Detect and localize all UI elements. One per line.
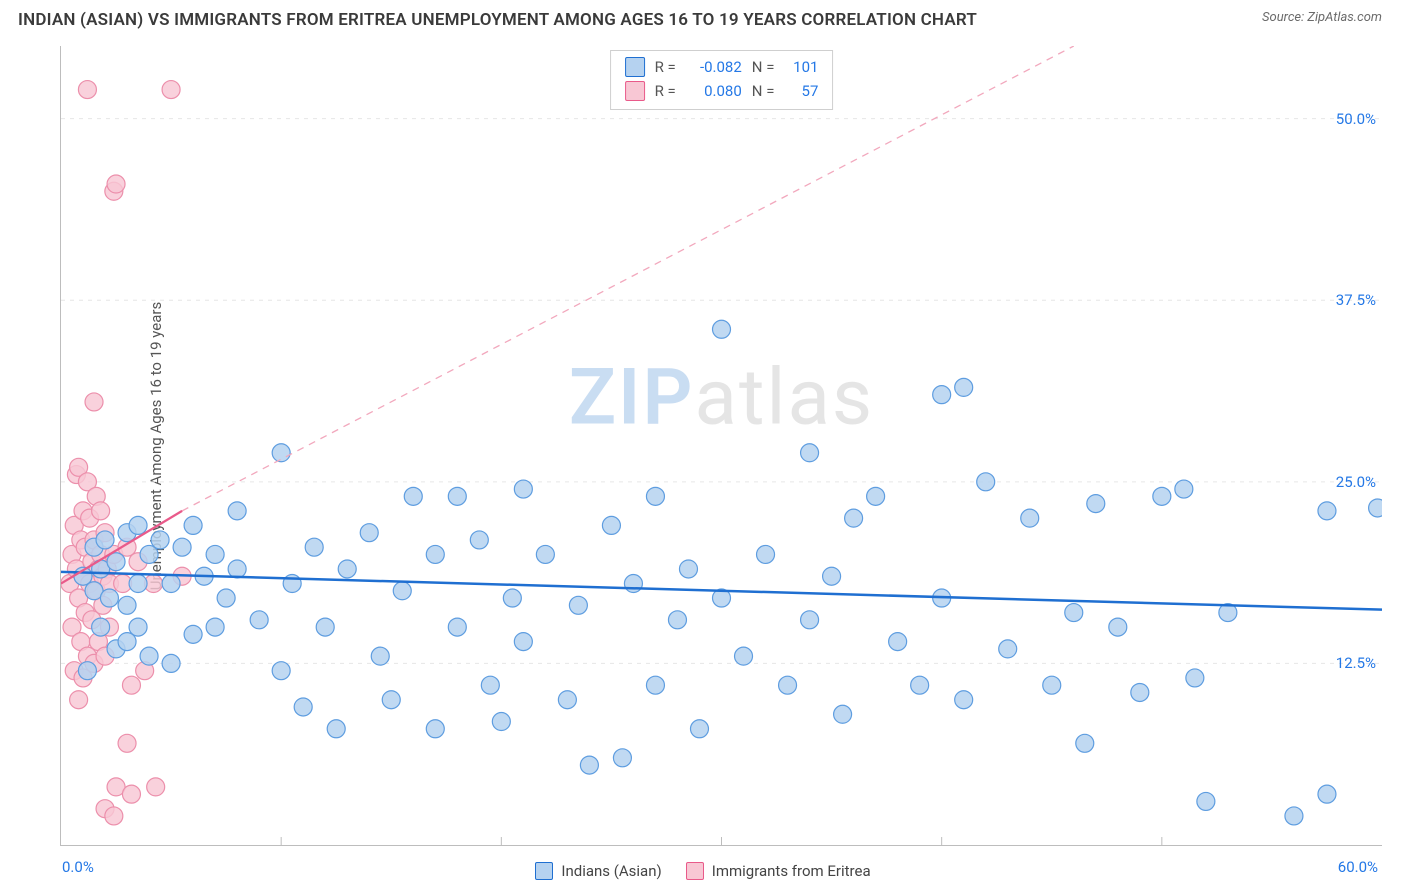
- bottom-legend: Indians (Asian) Immigrants from Eritrea: [0, 862, 1406, 880]
- stat-n-value-pink: 57: [784, 79, 818, 103]
- legend-item-pink: Immigrants from Eritrea: [686, 862, 871, 880]
- y-tick-label: 37.5%: [1336, 291, 1376, 309]
- y-tick-label: 50.0%: [1336, 110, 1376, 128]
- swatch-blue-icon: [535, 862, 553, 880]
- chart-title: INDIAN (ASIAN) VS IMMIGRANTS FROM ERITRE…: [18, 10, 977, 30]
- stat-r-label: R =: [655, 55, 676, 79]
- y-tick-label: 12.5%: [1336, 654, 1376, 672]
- stats-row-blue: R = -0.082 N = 101: [625, 55, 819, 79]
- chart-area: Unemployment Among Ages 16 to 19 years Z…: [18, 46, 1382, 846]
- scatter-svg: [61, 46, 1382, 845]
- stat-n-label: N =: [752, 79, 775, 103]
- legend-label-pink: Immigrants from Eritrea: [712, 862, 871, 880]
- swatch-blue-icon: [625, 57, 645, 77]
- stats-row-pink: R = 0.080 N = 57: [625, 79, 819, 103]
- y-tick-label: 25.0%: [1336, 473, 1376, 491]
- stats-legend-box: R = -0.082 N = 101 R = 0.080 N = 57: [610, 50, 834, 110]
- stat-n-value-blue: 101: [784, 55, 818, 79]
- legend-item-blue: Indians (Asian): [535, 862, 661, 880]
- stat-n-label: N =: [752, 55, 775, 79]
- stat-r-label: R =: [655, 79, 676, 103]
- plot-region: ZIPatlas R = -0.082 N = 101 R = 0.080 N …: [60, 46, 1382, 846]
- swatch-pink-icon: [686, 862, 704, 880]
- swatch-pink-icon: [625, 81, 645, 101]
- stat-r-value-pink: 0.080: [686, 79, 742, 103]
- stat-r-value-blue: -0.082: [686, 55, 742, 79]
- source-credit: Source: ZipAtlas.com: [1262, 10, 1382, 25]
- legend-label-blue: Indians (Asian): [561, 862, 661, 880]
